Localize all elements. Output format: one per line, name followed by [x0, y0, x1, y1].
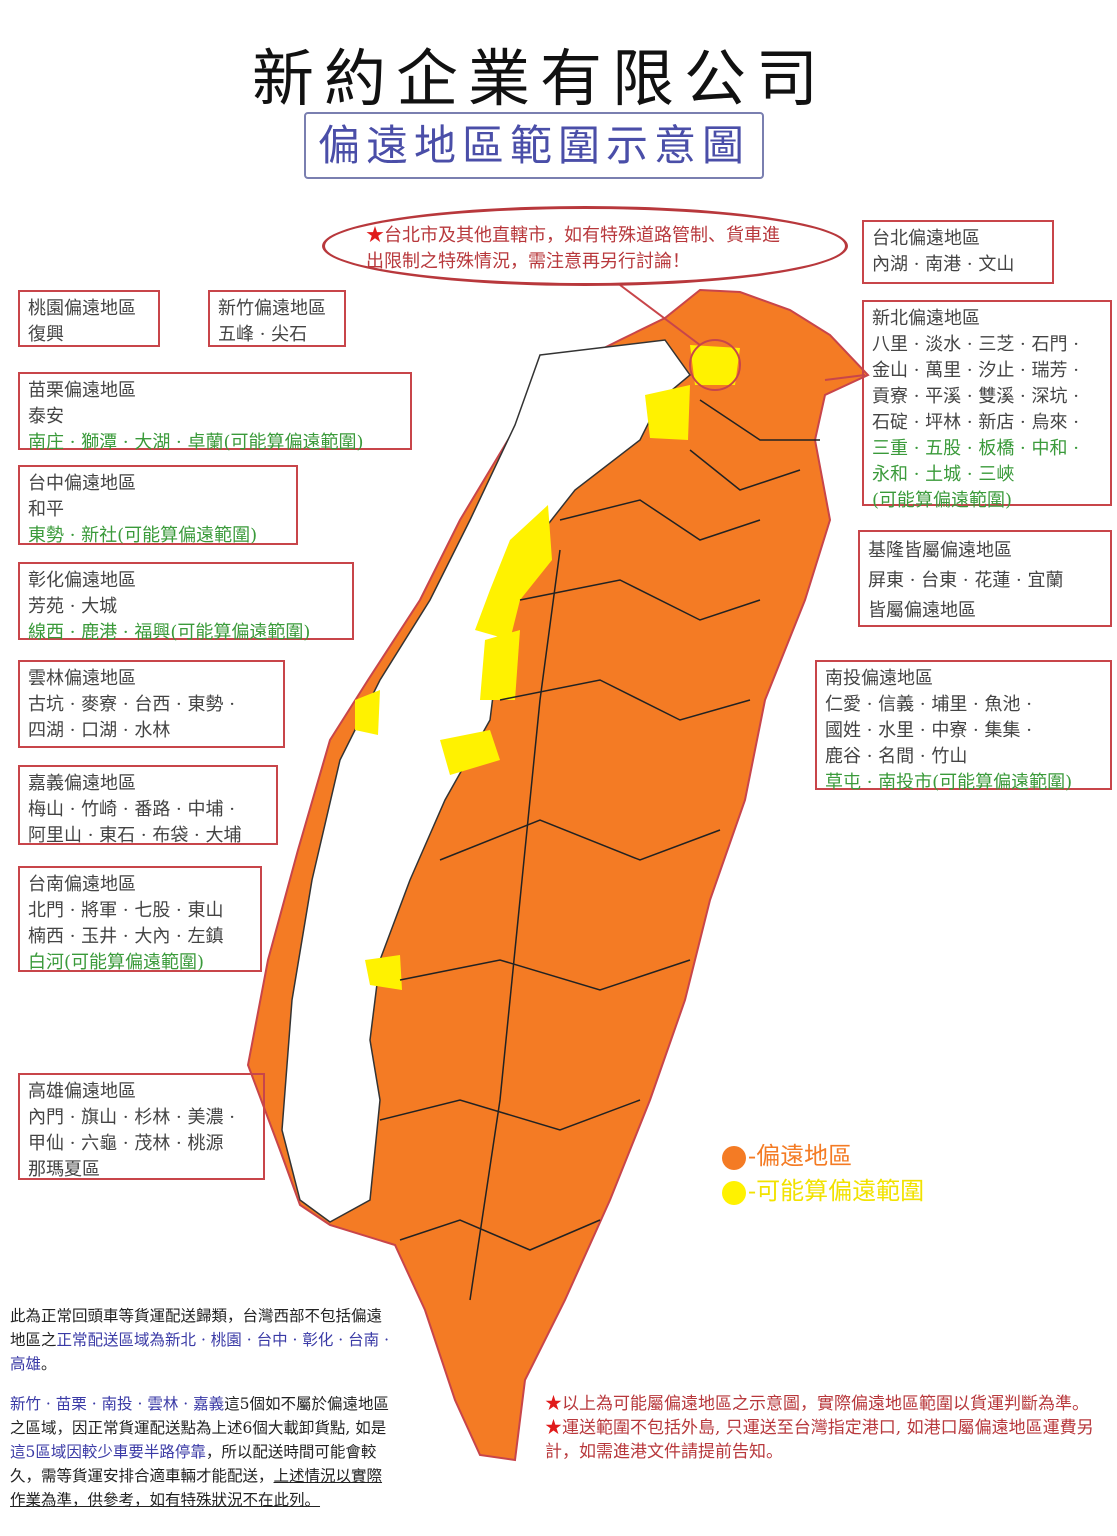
normal-delivery-note: 此為正常回頭車等貨運配送歸類，台灣西部不包括偏遠地區之正常配送區域為新北 · 桃…	[10, 1307, 389, 1373]
region-box-kaohsiung: 高雄偏遠地區 內門 · 旗山 · 杉林 · 美濃 · 甲仙 · 六龜 · 茂林 · …	[18, 1073, 265, 1180]
region-box-taipei: 台北偏遠地區 內湖 · 南港 · 文山	[862, 220, 1054, 284]
region-box-miaoli: 苗栗偏遠地區 泰安 南庄 · 獅潭 · 大湖 · 卓蘭(可能算偏遠範圍)	[18, 372, 412, 453]
region-box-chiayi: 嘉義偏遠地區 梅山 · 竹崎 · 番路 · 中埔 · 阿里山 · 東石 · 布袋 ·…	[18, 765, 278, 846]
callout-leader	[619, 284, 701, 346]
region-box-taichung: 台中偏遠地區 和平 東勢 · 新社(可能算偏遠範圍)	[18, 465, 298, 546]
company-title: 新約企業有限公司	[251, 42, 828, 115]
region-box-nantou: 南投偏遠地區 仁愛 · 信義 · 埔里 · 魚池 · 國姓 · 水里 · 中寮 · …	[815, 660, 1112, 793]
callout-ellipse	[322, 206, 848, 286]
region-box-keelung: 基隆皆屬偏遠地區 屏東 · 台東 · 花蓮 · 宜蘭 皆屬偏遠地區	[858, 530, 1112, 627]
taipei-highlight	[689, 339, 741, 391]
callout-text: ★台北市及其他直轄市，如有特殊道路管制、貨車進 出限制之特殊情況，需注意再另行討論…	[366, 225, 780, 272]
star-icon: ★	[545, 1394, 562, 1414]
possible-area	[645, 385, 690, 440]
legend-remote: -偏遠地區	[722, 1136, 852, 1171]
newtaipei-leader	[824, 374, 866, 381]
star-icon: ★	[366, 225, 384, 246]
five-regions-note: 新竹 · 苗栗 · 南投 · 雲林 · 嘉義這5個如不屬於偏遠地區之區域，因正常…	[10, 1395, 389, 1509]
possible-area	[440, 730, 500, 775]
region-box-taoyuan: 桃園偏遠地區 復興	[18, 290, 160, 347]
region-box-tainan: 台南偏遠地區 北門 · 將軍 · 七股 · 東山 楠西 · 玉井 · 大內 · 左鎮…	[18, 866, 262, 973]
possible-area	[365, 955, 402, 990]
district-borders	[379, 399, 820, 1301]
region-box-newtaipei: 新北偏遠地區 八里 · 淡水 · 三芝 · 石門 · 金山 · 萬里 · 汐止 · …	[862, 300, 1112, 511]
region-box-changhua: 彰化偏遠地區 芳苑 · 大城 線西 · 鹿港 · 福興(可能算偏遠範圍)	[18, 562, 354, 643]
yellow-dot-icon	[722, 1180, 746, 1205]
orange-dot-icon	[722, 1145, 746, 1170]
possible-area	[480, 630, 520, 700]
possible-area	[475, 505, 552, 640]
possible-area	[690, 345, 740, 385]
map-subtitle: 偏遠地區範圍示意圖	[304, 112, 764, 179]
disclaimer-notes: ★以上為可能屬偏遠地區之示意圖，實際偏遠地區範圍以貨運判斷為準。 ★運送範圍不包括…	[545, 1394, 1094, 1462]
star-icon: ★	[545, 1418, 562, 1438]
possible-area	[355, 690, 380, 735]
legend-possible: -可能算偏遠範圍	[722, 1171, 924, 1206]
region-box-hsinchu: 新竹偏遠地區 五峰 · 尖石	[208, 290, 346, 347]
region-box-yunlin: 雲林偏遠地區 古坑 · 麥寮 · 台西 · 東勢 · 四湖 · 口湖 · 水林	[18, 660, 285, 748]
